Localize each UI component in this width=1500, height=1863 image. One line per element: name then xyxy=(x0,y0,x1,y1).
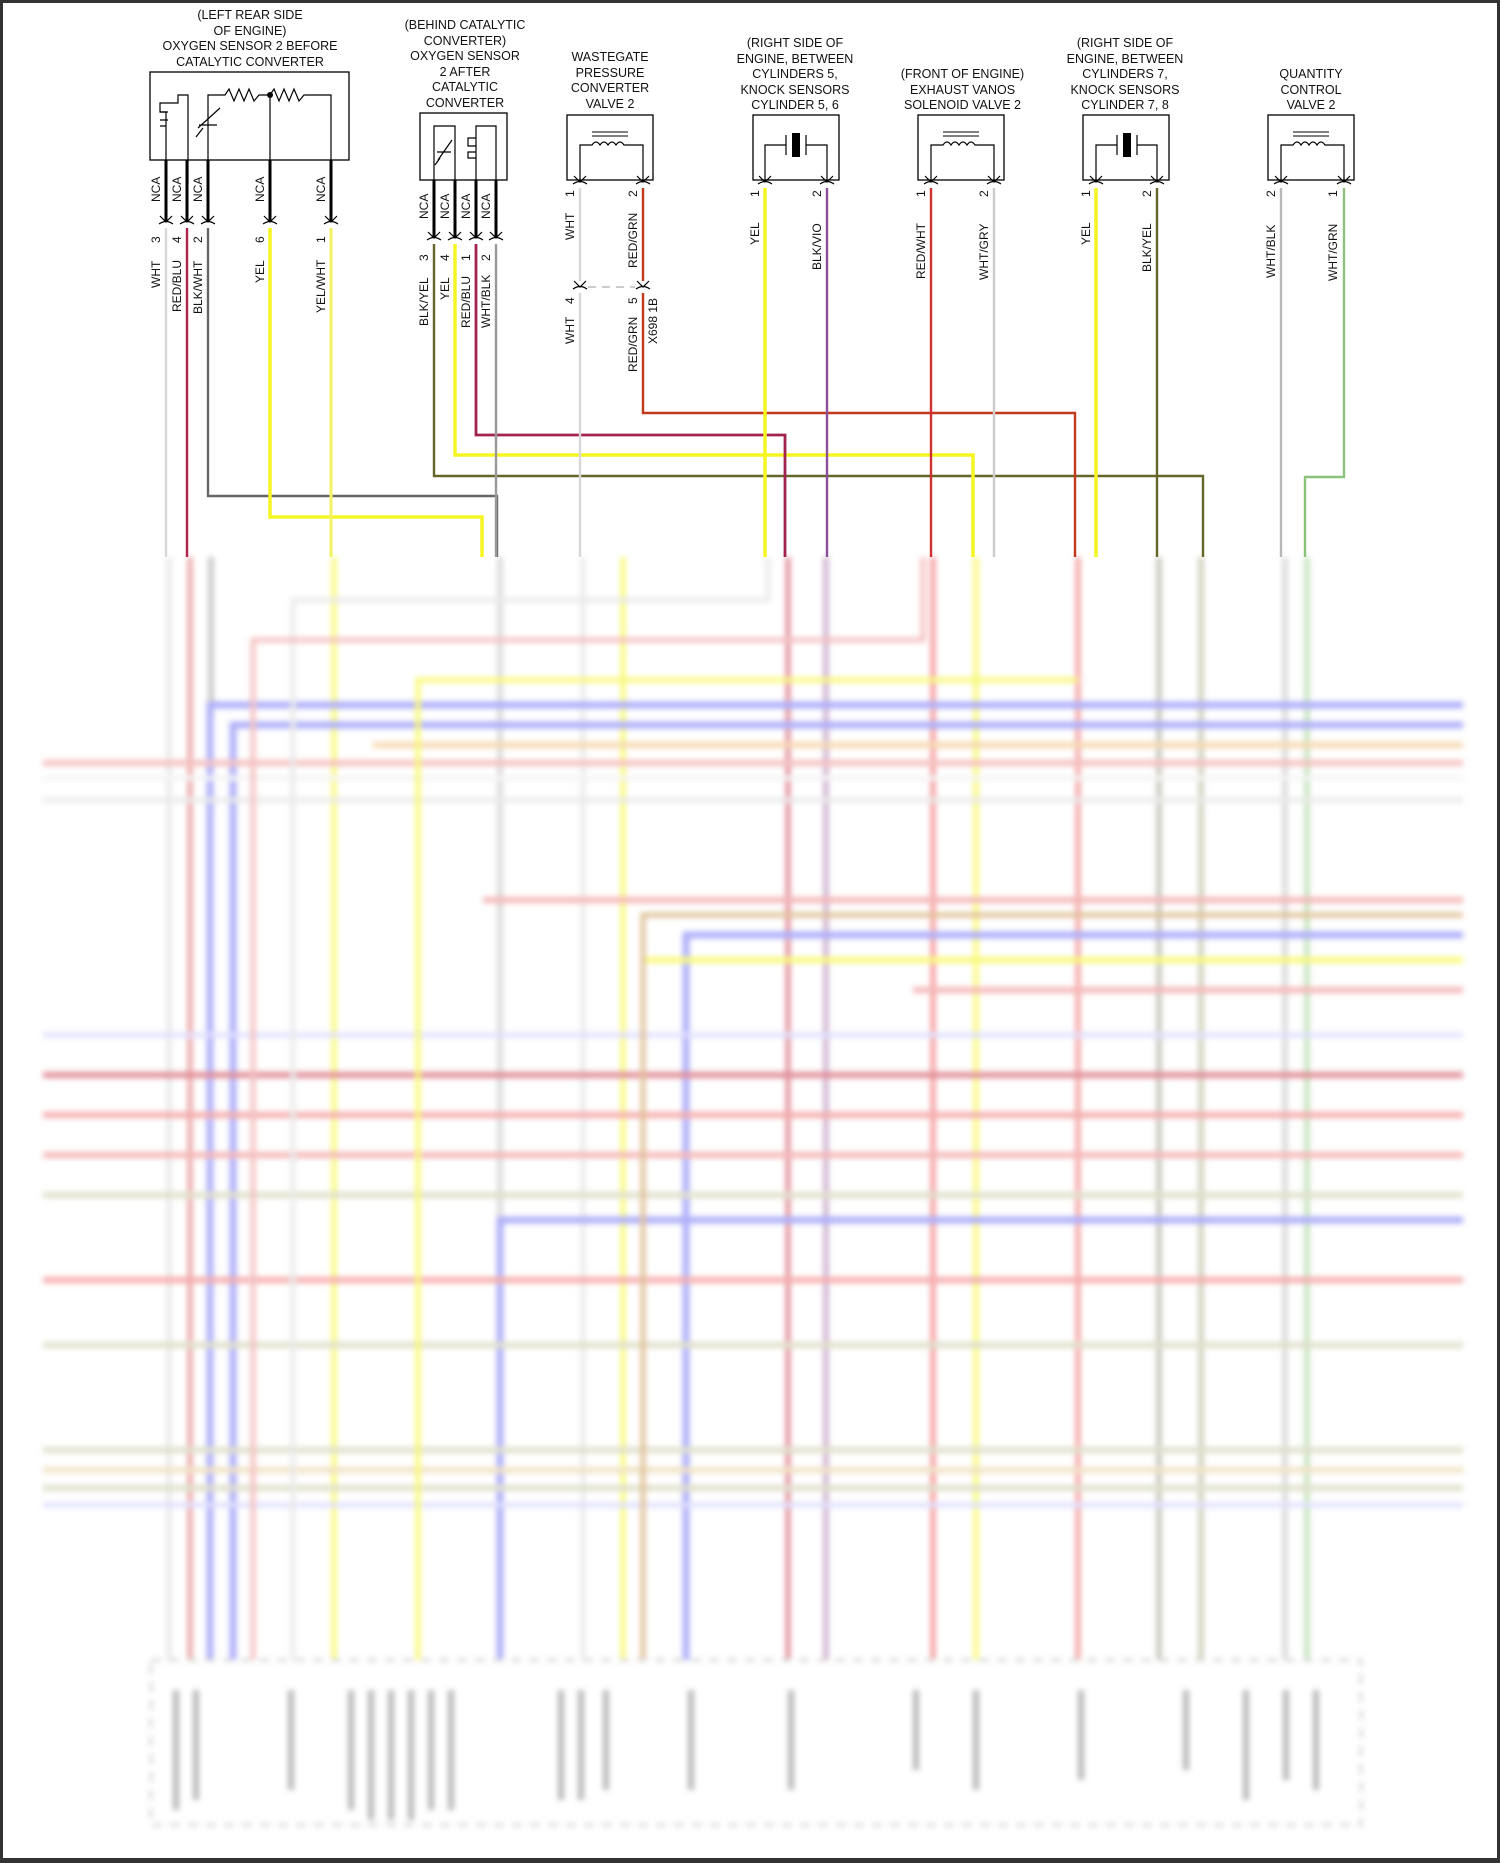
nca-label: NCA xyxy=(417,194,431,219)
nca-label: NCA xyxy=(170,177,184,202)
wire-color-code: BLK/VIO xyxy=(810,223,824,270)
title-o2-sensor-after: (BEHIND CATALYTIC CONVERTER) OXYGEN SENS… xyxy=(404,18,526,110)
pin-number: 5 xyxy=(626,297,640,304)
wire-color-code: WHT/BLK xyxy=(1264,225,1278,278)
pin-number: 1 xyxy=(314,236,328,243)
wire-color-code: RED/BLU xyxy=(170,260,184,312)
nca-label: NCA xyxy=(314,177,328,202)
wire-color-code: WHT xyxy=(149,260,163,288)
pin-number: 6 xyxy=(253,236,267,243)
obscured-lower-diagram xyxy=(3,557,1497,1857)
pin-number: 2 xyxy=(191,236,205,243)
nca-label: NCA xyxy=(149,177,163,202)
pin-number: 1 xyxy=(914,190,928,197)
wire-color-code: BLK/YEL xyxy=(417,277,431,326)
wire-color-code: YEL xyxy=(748,222,762,245)
pin-number: 4 xyxy=(438,254,452,261)
wire-color-code: BLK/YEL xyxy=(1140,223,1154,272)
nca-label: NCA xyxy=(479,194,493,219)
title-o2-sensor-before: (LEFT REAR SIDE OF ENGINE) OXYGEN SENSOR… xyxy=(162,8,338,69)
wire-color-code: YEL xyxy=(1079,222,1093,245)
title-wastegate-valve: WASTEGATE PRESSURE CONVERTER VALVE 2 xyxy=(570,50,650,111)
wire-color-code: WHT/GRN xyxy=(1326,224,1340,281)
pin-number: 3 xyxy=(417,254,431,261)
wire-color-code: RED/WHT xyxy=(914,222,928,279)
nca-label: NCA xyxy=(438,194,452,219)
pin-number: 2 xyxy=(810,190,824,197)
connector-id-label: X698 1B xyxy=(646,298,660,344)
wire-color-code: YEL/WHT xyxy=(314,259,328,313)
pin-number: 4 xyxy=(170,236,184,243)
wire-color-code: YEL xyxy=(438,277,452,300)
wire-color-code: YEL xyxy=(253,260,267,283)
title-knock-sensor-56: (RIGHT SIDE OF ENGINE, BETWEEN CYLINDERS… xyxy=(736,36,854,112)
wire-color-code: RED/GRN xyxy=(626,213,640,268)
wire-color-code: WHT/BLK xyxy=(479,275,493,328)
pin-number: 1 xyxy=(459,254,473,261)
nca-label: NCA xyxy=(191,177,205,202)
wire-color-code: WHT/GRY xyxy=(977,224,991,280)
pin-number: 1 xyxy=(1326,190,1340,197)
nca-label: NCA xyxy=(459,194,473,219)
title-quantity-control-valve: QUANTITY CONTROL VALVE 2 xyxy=(1279,67,1343,112)
pin-number: 2 xyxy=(479,254,493,261)
wire-color-code: RED/BLU xyxy=(459,276,473,328)
wire-color-code: WHT xyxy=(563,212,577,240)
wire-color-code: WHT xyxy=(563,316,577,344)
pin-number: 1 xyxy=(748,190,762,197)
pin-number: 1 xyxy=(1079,190,1093,197)
pin-number: 1 xyxy=(563,190,577,197)
pin-number: 2 xyxy=(977,190,991,197)
pin-number: 3 xyxy=(149,236,163,243)
pin-number: 2 xyxy=(1264,190,1278,197)
title-exhaust-vanos: (FRONT OF ENGINE) EXHAUST VANOS SOLENOID… xyxy=(900,67,1025,112)
wiring-schematic: NCA NCA NCA NCA NCA NCA NCA NCA NCA 3 WH… xyxy=(149,71,1355,557)
pin-number: 2 xyxy=(1140,190,1154,197)
pin-number: 4 xyxy=(563,297,577,304)
o2-sensor-before-box xyxy=(149,71,350,195)
wire-color-code: RED/GRN xyxy=(626,317,640,372)
wire-color-code: BLK/WHT xyxy=(191,260,205,314)
nca-label: NCA xyxy=(253,177,267,202)
pin-number: 2 xyxy=(626,190,640,197)
title-knock-sensor-78: (RIGHT SIDE OF ENGINE, BETWEEN CYLINDERS… xyxy=(1066,36,1184,112)
